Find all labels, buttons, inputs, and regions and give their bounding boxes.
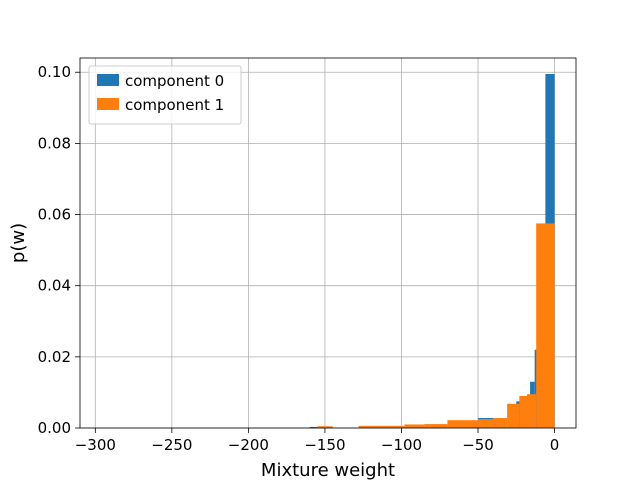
axes-spines: [79, 57, 577, 429]
y-tick-label: 0.06: [38, 206, 71, 224]
y-tick-label: 0.00: [38, 419, 71, 437]
legend-label: component 1: [125, 96, 224, 114]
axes-frame: [79, 57, 577, 429]
histogram-bar: [317, 426, 333, 428]
bars: [309, 74, 555, 428]
histogram-bar: [519, 395, 528, 428]
histogram-bar: [447, 420, 479, 428]
x-axis-label: Mixture weight: [261, 460, 395, 480]
x-tick-label: −50: [462, 436, 494, 454]
histogram-bar: [404, 424, 425, 428]
histogram-bar: [527, 394, 537, 428]
y-tick-label: 0.10: [38, 63, 71, 81]
legend-swatch: [97, 74, 119, 86]
x-tick-label: −100: [381, 436, 422, 454]
y-tick-label: 0.04: [38, 277, 71, 295]
legend-box: [88, 65, 242, 125]
series-1-bars: [317, 223, 555, 428]
histogram-bar: [309, 426, 322, 428]
y-tick-label: 0.02: [38, 348, 71, 366]
legend: component 0 component 1: [88, 65, 242, 125]
histogram-bar: [424, 424, 448, 428]
histogram-bar: [358, 425, 405, 428]
histogram-bar: [507, 403, 520, 428]
x-tick-label: −150: [304, 436, 345, 454]
x-tick-label: −250: [151, 436, 192, 454]
x-tick-label: 0: [550, 436, 560, 454]
y-axis-label: p(w): [8, 223, 29, 263]
ticks: −300 −250 −200 −150 −100 −50 0 0.00 0.02 0.04 0.06…: [38, 63, 560, 454]
y-tick-label: 0.08: [38, 134, 71, 152]
legend-swatch: [97, 98, 119, 110]
x-tick-label: −300: [75, 436, 116, 454]
x-tick-label: −200: [228, 436, 269, 454]
histogram-bar: [493, 418, 508, 428]
histogram-bar: [536, 223, 555, 428]
histogram-bar: [478, 419, 494, 428]
legend-label: component 0: [125, 72, 224, 90]
